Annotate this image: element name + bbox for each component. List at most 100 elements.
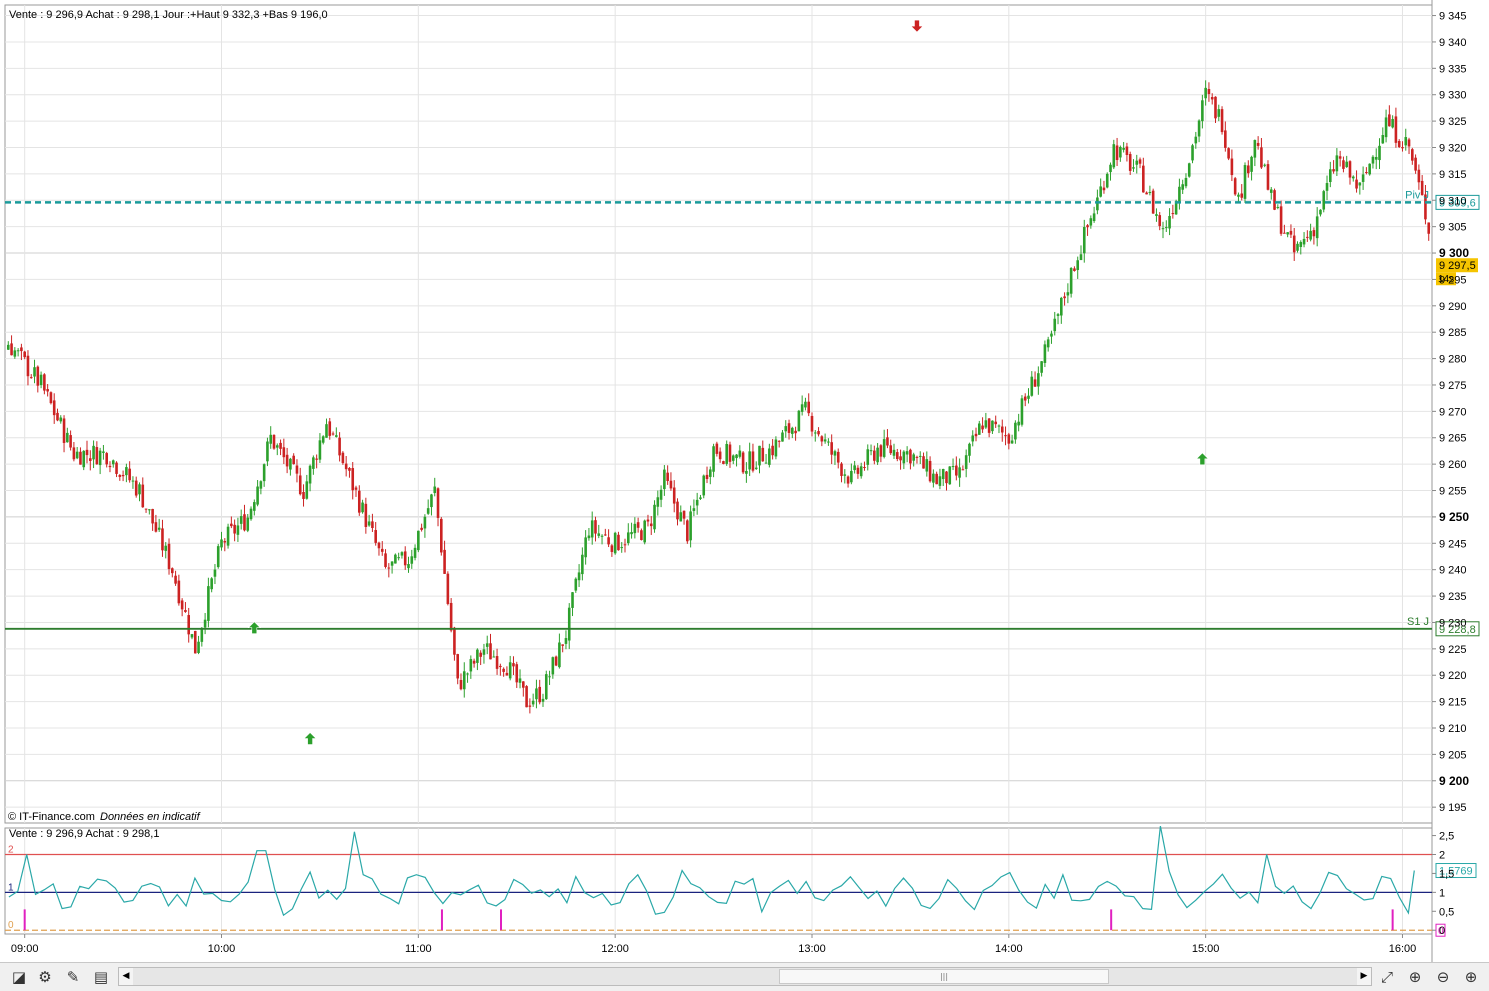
candle-body xyxy=(1404,137,1408,146)
zoom-reset-icon[interactable]: ⊕ xyxy=(1408,968,1422,986)
candle-body xyxy=(1142,165,1145,193)
candle-body xyxy=(315,458,318,460)
time-tick-label: 12:00 xyxy=(601,943,629,955)
candle-body xyxy=(52,400,56,416)
candle-body xyxy=(338,437,341,456)
candle-body xyxy=(134,480,138,496)
candle-body xyxy=(220,539,223,548)
candle-body xyxy=(118,475,122,477)
indicators-icon[interactable]: ⚙ xyxy=(38,968,52,986)
time-tick-label: 11:00 xyxy=(405,943,432,955)
candle-body xyxy=(620,547,624,549)
candle-body xyxy=(1391,119,1394,128)
candle-body xyxy=(433,486,437,494)
candle-body xyxy=(843,474,847,476)
price-chart[interactable]: 2 1 0 1,5769 0 Piv J 9 309,6 S1 J 9 228,8 9 297,… xyxy=(0,0,1489,962)
candle-body xyxy=(745,470,748,474)
candle-body xyxy=(272,434,276,449)
price-tick-label: 9 310 xyxy=(1439,195,1467,207)
candle-body xyxy=(472,660,476,664)
candle-body xyxy=(128,468,131,481)
candle-body xyxy=(1315,216,1319,239)
candle-body xyxy=(1329,169,1332,183)
candle-body xyxy=(735,454,738,459)
candle-body xyxy=(184,610,187,612)
candle-body xyxy=(1099,186,1102,197)
price-tick-label: 9 290 xyxy=(1439,301,1467,313)
price-tick-label: 9 315 xyxy=(1439,169,1467,181)
osc-band-label: 1 xyxy=(8,882,14,893)
candle-body xyxy=(108,465,112,468)
layout-icon[interactable]: ▤ xyxy=(93,968,109,986)
osc-signal-bar xyxy=(1110,909,1113,931)
candle-body xyxy=(692,508,696,511)
candle-body xyxy=(981,425,984,430)
candle-body xyxy=(305,481,309,499)
osc-band-label: 0 xyxy=(8,920,14,931)
candle-body xyxy=(1194,136,1198,144)
candle-body xyxy=(436,488,440,518)
candle-body xyxy=(1050,333,1053,337)
candle-body xyxy=(1253,140,1257,158)
candle-body xyxy=(1069,268,1073,294)
candle-body xyxy=(177,580,181,604)
grid xyxy=(4,0,1433,962)
candle-body xyxy=(669,480,673,489)
scroll-left-icon[interactable]: ◀ xyxy=(119,968,133,985)
price-tick-label: 9 245 xyxy=(1439,538,1467,550)
price-tick-label: 9 305 xyxy=(1439,222,1467,234)
candle-body xyxy=(840,463,843,476)
candle-body xyxy=(1414,157,1417,171)
candle-body xyxy=(630,532,633,535)
candle-body xyxy=(266,441,269,462)
candle-body xyxy=(597,533,601,536)
chart-type-icon[interactable]: ◪ xyxy=(11,968,27,986)
candle-body xyxy=(1017,421,1020,426)
candle-body xyxy=(1096,197,1099,211)
candle-body xyxy=(610,545,614,552)
candle-body xyxy=(223,541,227,543)
time-scrollbar[interactable]: ◀ ||| ▶ xyxy=(118,967,1372,986)
candle-body xyxy=(1220,109,1224,133)
candle-body xyxy=(1201,100,1204,122)
candle-body xyxy=(977,423,981,435)
candle-body xyxy=(95,447,99,465)
candle-body xyxy=(43,374,46,391)
candle-body xyxy=(302,491,305,499)
scroll-right-icon[interactable]: ▶ xyxy=(1357,968,1371,985)
zoom-in-icon[interactable]: ⊕ xyxy=(1464,968,1478,986)
candle-body xyxy=(846,476,850,484)
candle-body xyxy=(495,656,499,669)
candle-body xyxy=(1319,209,1322,215)
candle-body xyxy=(656,497,660,507)
candle-body xyxy=(285,454,289,467)
candle-body xyxy=(298,475,302,495)
candle-body xyxy=(886,437,889,446)
candle-body xyxy=(528,705,532,707)
osc-tick-label: 0 xyxy=(1439,925,1445,937)
current-price-box xyxy=(1436,258,1478,273)
candle-body xyxy=(479,652,482,657)
scroll-thumb[interactable]: ||| xyxy=(779,969,1109,984)
candle-body xyxy=(308,465,312,484)
candle-body xyxy=(331,433,335,435)
candle-body xyxy=(1135,160,1139,165)
level-value-box xyxy=(1435,194,1480,210)
drawing-tools-icon[interactable]: ✎ xyxy=(66,968,80,986)
zoom-out-icon[interactable]: ⊖ xyxy=(1436,968,1450,986)
candle-body xyxy=(1381,135,1385,144)
candle-body xyxy=(1348,161,1352,178)
candle-body xyxy=(636,522,640,528)
zoom-fit-icon[interactable]: ⤢ xyxy=(1380,968,1393,986)
candle-body xyxy=(197,641,200,653)
candle-body xyxy=(1279,206,1283,234)
candle-body xyxy=(856,467,860,474)
candle-body xyxy=(941,469,945,480)
candle-body xyxy=(190,634,194,638)
candle-body xyxy=(902,451,906,464)
candle-body xyxy=(1260,147,1263,168)
price-tick-label: 9 265 xyxy=(1439,433,1467,445)
candle-body xyxy=(210,578,213,590)
candle-body xyxy=(1283,232,1286,234)
